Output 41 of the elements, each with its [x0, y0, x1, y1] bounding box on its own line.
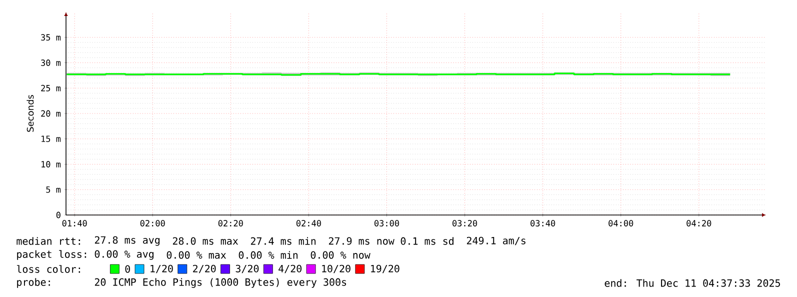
y-tick-label: 25 m: [41, 84, 61, 92]
x-tick-label: 04:20: [686, 220, 712, 226]
y-axis-title: Seconds: [26, 95, 34, 132]
text: 0.00 % max: [166, 251, 226, 259]
text: 28.0 ms max: [172, 237, 238, 245]
legend-label: 4/20: [278, 264, 302, 274]
x-tick-label: 01:40: [62, 220, 87, 226]
text: end: Thu Dec 11 04:37:33 2025: [604, 279, 780, 287]
text: 0.00 % avg: [94, 250, 154, 260]
y-tick-label: 0: [56, 212, 60, 218]
text: median rtt:: [16, 237, 80, 245]
text: 27.8 ms avg: [94, 236, 160, 246]
legend-label: 3/20: [236, 264, 259, 274]
legend-label: 10/20: [322, 264, 350, 274]
legend-label: 19/20: [371, 264, 400, 274]
x-tick-label: 04:00: [608, 220, 634, 226]
x-tick-label: 02:00: [140, 220, 165, 226]
y-tick-label: 5 m: [46, 186, 61, 193]
x-tick-label: 03:00: [374, 220, 399, 226]
text: 27.4 ms min: [250, 237, 316, 245]
text: 0.1 ms sd: [400, 237, 454, 245]
text: 249.1 am/s: [466, 236, 526, 246]
y-tick-label: 20 m: [41, 110, 61, 117]
text: 0.00 % now: [310, 251, 370, 259]
legend-label: 2/20: [193, 264, 216, 274]
text: 20 ICMP Echo Pings (1000 Bytes) every 300s: [94, 278, 346, 288]
x-tick-label: 02:20: [218, 220, 243, 226]
y-tick-label: 15 m: [42, 136, 61, 142]
legend-label: 1/20: [150, 264, 173, 274]
x-tick-label: 02:40: [296, 220, 321, 226]
y-tick-label: 35 m: [41, 34, 61, 41]
text: probe:: [17, 278, 50, 288]
x-tick-label: 03:20: [452, 220, 478, 226]
legend-label: 0: [125, 265, 130, 273]
y-tick-label: 30 m: [41, 60, 61, 66]
text: 27.9 ms now: [328, 237, 394, 245]
y-tick-label: 10 m: [42, 161, 61, 168]
text: packet loss:: [17, 250, 86, 260]
text: 0.00 % min: [238, 251, 298, 259]
x-tick-label: 03:40: [530, 220, 556, 226]
legend-title: loss color:: [16, 265, 80, 273]
